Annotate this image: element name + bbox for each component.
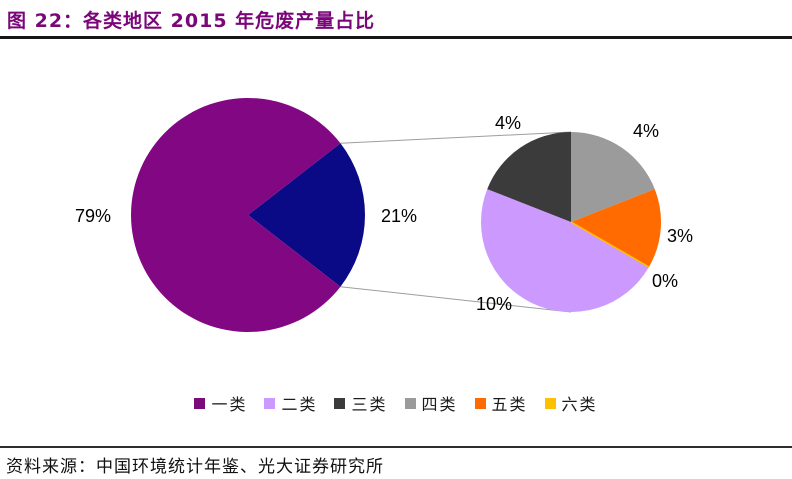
legend-label-c1: 一类 bbox=[211, 395, 248, 414]
source-attribution: 资料来源：中国环境统计年鉴、光大证券研究所 bbox=[6, 457, 384, 477]
secondary-slice-label-c3: 4% bbox=[495, 113, 522, 133]
secondary-slice-label-c2: 10% bbox=[476, 294, 513, 314]
main-slice-label-other: 21% bbox=[381, 206, 418, 226]
secondary-pie-slice-c4 bbox=[571, 131, 655, 222]
secondary-slice-label-c4: 4% bbox=[633, 121, 660, 141]
legend-label-c6: 六类 bbox=[561, 395, 598, 414]
legend-swatch-c3 bbox=[334, 397, 346, 409]
title-underline bbox=[0, 36, 792, 39]
secondary-pie-slice-c5 bbox=[571, 189, 661, 267]
legend-item-c5: 五类 bbox=[474, 391, 528, 415]
connector-line-bottom bbox=[340, 286, 572, 313]
legend-swatch-c1 bbox=[194, 397, 206, 409]
source-divider bbox=[0, 446, 792, 448]
legend-swatch-c6 bbox=[544, 397, 556, 409]
secondary-slice-label-c5: 3% bbox=[667, 226, 694, 246]
legend-swatch-c2 bbox=[264, 397, 276, 409]
main-pie-slice-other bbox=[248, 143, 366, 287]
chart-legend: 一类 二类 三类 四类 五类 六类 bbox=[0, 391, 792, 415]
legend-item-c2: 二类 bbox=[264, 391, 317, 415]
legend-item-c4: 四类 bbox=[404, 391, 458, 415]
secondary-pie-slice-c3 bbox=[487, 132, 571, 222]
connector-line-top bbox=[340, 131, 572, 144]
main-pie-slice-c1 bbox=[131, 98, 341, 332]
legend-label-c2: 二类 bbox=[281, 395, 318, 414]
secondary-pie-slice-c2 bbox=[481, 189, 649, 312]
legend-label-c4: 四类 bbox=[421, 395, 458, 414]
legend-label-c3: 三类 bbox=[351, 395, 388, 414]
main-slice-label-c1: 79% bbox=[75, 206, 112, 226]
secondary-pie-slice-c6 bbox=[570, 221, 650, 268]
legend-item-c1: 一类 bbox=[194, 391, 247, 415]
legend-swatch-c5 bbox=[474, 397, 486, 409]
legend-label-c5: 五类 bbox=[491, 395, 528, 414]
secondary-slice-label-c6: 0% bbox=[652, 271, 679, 291]
legend-swatch-c4 bbox=[404, 397, 416, 409]
legend-item-c6: 六类 bbox=[544, 391, 598, 415]
legend-item-c3: 三类 bbox=[334, 391, 387, 415]
figure-title: 图 22：各类地区 2015 年危废产量占比 bbox=[7, 10, 376, 32]
